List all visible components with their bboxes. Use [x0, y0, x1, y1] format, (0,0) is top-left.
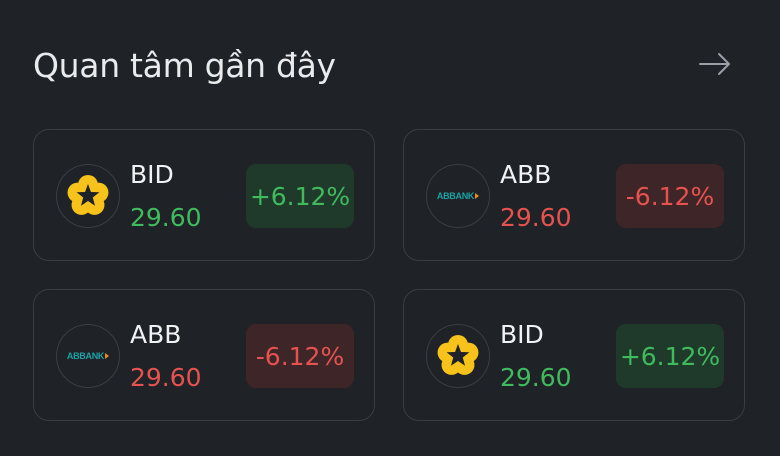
stock-logo — [426, 324, 490, 388]
section-title: Quan tâm gần đây — [33, 46, 336, 85]
bidv-logo — [437, 335, 479, 375]
stock-logo: ABBANK — [426, 164, 490, 228]
stock-card[interactable]: ABBANK ABB 29.60 -6.12% — [403, 129, 745, 261]
logo-text: ABBANK — [437, 191, 479, 201]
stock-card[interactable]: ABBANK ABB 29.60 -6.12% — [33, 289, 375, 421]
see-all-arrow[interactable] — [698, 50, 732, 78]
change-badge: +6.12% — [616, 324, 724, 388]
change-badge: -6.12% — [246, 324, 354, 388]
logo-text: ABBANK — [67, 351, 109, 361]
ticker: BID — [130, 160, 174, 189]
stock-card[interactable]: BID 29.60 +6.12% — [403, 289, 745, 421]
ticker: ABB — [500, 160, 552, 189]
price: 29.60 — [130, 203, 202, 232]
ticker: BID — [500, 320, 544, 349]
bidv-logo — [67, 175, 109, 215]
change-badge: +6.12% — [246, 164, 354, 228]
ticker: ABB — [130, 320, 182, 349]
price: 29.60 — [130, 363, 202, 392]
stock-card[interactable]: BID 29.60 +6.12% — [33, 129, 375, 261]
price: 29.60 — [500, 363, 572, 392]
stock-logo: ABBANK — [56, 324, 120, 388]
stock-logo — [56, 164, 120, 228]
change-badge: -6.12% — [616, 164, 724, 228]
price: 29.60 — [500, 203, 572, 232]
